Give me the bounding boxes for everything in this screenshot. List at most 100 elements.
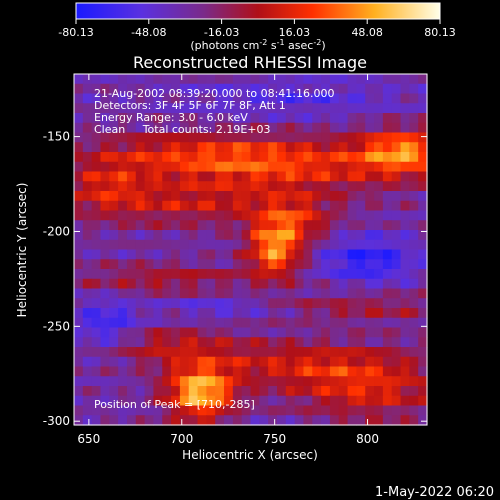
heatmap-cell [215,347,225,358]
heatmap-cell [171,132,181,143]
heatmap-cell [356,259,366,270]
heatmap-cell [321,83,331,95]
heatmap-cell [418,317,428,329]
heatmap-cell [276,308,287,319]
heatmap-cell [162,161,172,173]
heatmap-cell [74,317,84,329]
heatmap-cell [179,386,190,397]
heatmap-cell [232,74,243,85]
heatmap-cell [391,181,402,192]
heatmap-cell [391,220,402,231]
heatmap-cell [321,239,331,251]
heatmap-cell [268,386,278,397]
heatmap-cell [285,230,296,241]
heatmap-cell [259,376,269,387]
heatmap-cell [418,308,428,319]
heatmap-cell [126,132,137,143]
heatmap-cell [171,337,181,348]
heatmap-cell [153,152,163,163]
heatmap-cell [400,308,410,319]
heatmap-cell [100,376,110,387]
heatmap-cell [321,386,331,397]
heatmap-cell [171,317,181,329]
heatmap-cell [418,210,428,221]
heatmap-cell [206,405,216,416]
heatmap-cell [206,122,216,134]
heatmap-cell [374,161,384,173]
heatmap-cell [294,191,305,202]
colorbar-tick-label: -16.03 [204,26,239,39]
heatmap-cell [215,278,225,290]
heatmap-cell [250,83,260,95]
heatmap-cell [409,376,419,387]
heatmap-cell [391,278,402,290]
heatmap-cell [294,317,305,329]
heatmap-cell [144,317,155,329]
heatmap-cell [179,132,190,143]
heatmap-cell [179,230,190,241]
heatmap-cell [347,132,357,143]
heatmap-cell [197,366,207,377]
heatmap-cell [135,239,146,251]
heatmap-cell [91,298,102,309]
heatmap-cell [126,191,137,202]
heatmap-cell [409,239,419,251]
heatmap-cell [179,83,190,95]
heatmap-cell [285,93,296,104]
heatmap-cell [418,152,428,163]
heatmap-cell [347,181,357,192]
heatmap-cell [206,181,216,192]
heatmap-cell [162,259,172,270]
heatmap-cell [232,122,243,134]
heatmap-cell [171,249,181,260]
heatmap-cell [312,103,322,114]
heatmap-cell [179,191,190,202]
heatmap-cell [418,376,428,387]
heatmap-cell [74,200,84,212]
heatmap-cell [206,415,216,426]
heatmap-cell [409,171,419,182]
colorbar-gradient [76,3,440,19]
heatmap-cell [224,288,234,299]
heatmap-cell [118,366,128,377]
heatmap-cell [197,230,207,241]
heatmap-cell [303,415,313,426]
heatmap-cell [294,152,305,163]
heatmap-cell [171,122,181,134]
heatmap-cell [215,298,225,309]
heatmap-cell [171,278,181,290]
heatmap-cell [374,191,384,202]
heatmap-cell [144,405,155,416]
heatmap-cell [303,152,313,163]
heatmap-cell [347,259,357,270]
heatmap-cell [91,200,102,212]
heatmap-cell [259,395,269,407]
heatmap-cell [91,239,102,251]
heatmap-cell [232,405,243,416]
heatmap-cell [312,405,322,416]
heatmap-cell [91,113,102,124]
heatmap-cell [418,356,428,368]
heatmap-cell [82,278,93,290]
heatmap-cell [329,386,340,397]
heatmap-cell [276,288,287,299]
heatmap-cell [153,191,163,202]
heatmap-cell [171,298,181,309]
heatmap-cell [400,415,410,426]
heatmap-cell [303,317,313,329]
heatmap-cell [259,278,269,290]
heatmap-cell [126,161,137,173]
heatmap-cell [312,74,322,85]
heatmap-cell [391,239,402,251]
heatmap-cell [312,210,322,221]
heatmap-cell [232,103,243,114]
heatmap-cell [382,83,393,95]
heatmap-cell [294,239,305,251]
heatmap-cell [374,220,384,231]
heatmap-cell [82,122,93,134]
heatmap-cell [276,103,287,114]
heatmap-cell [374,103,384,114]
heatmap-cell [206,161,216,173]
heatmap-cell [374,376,384,387]
